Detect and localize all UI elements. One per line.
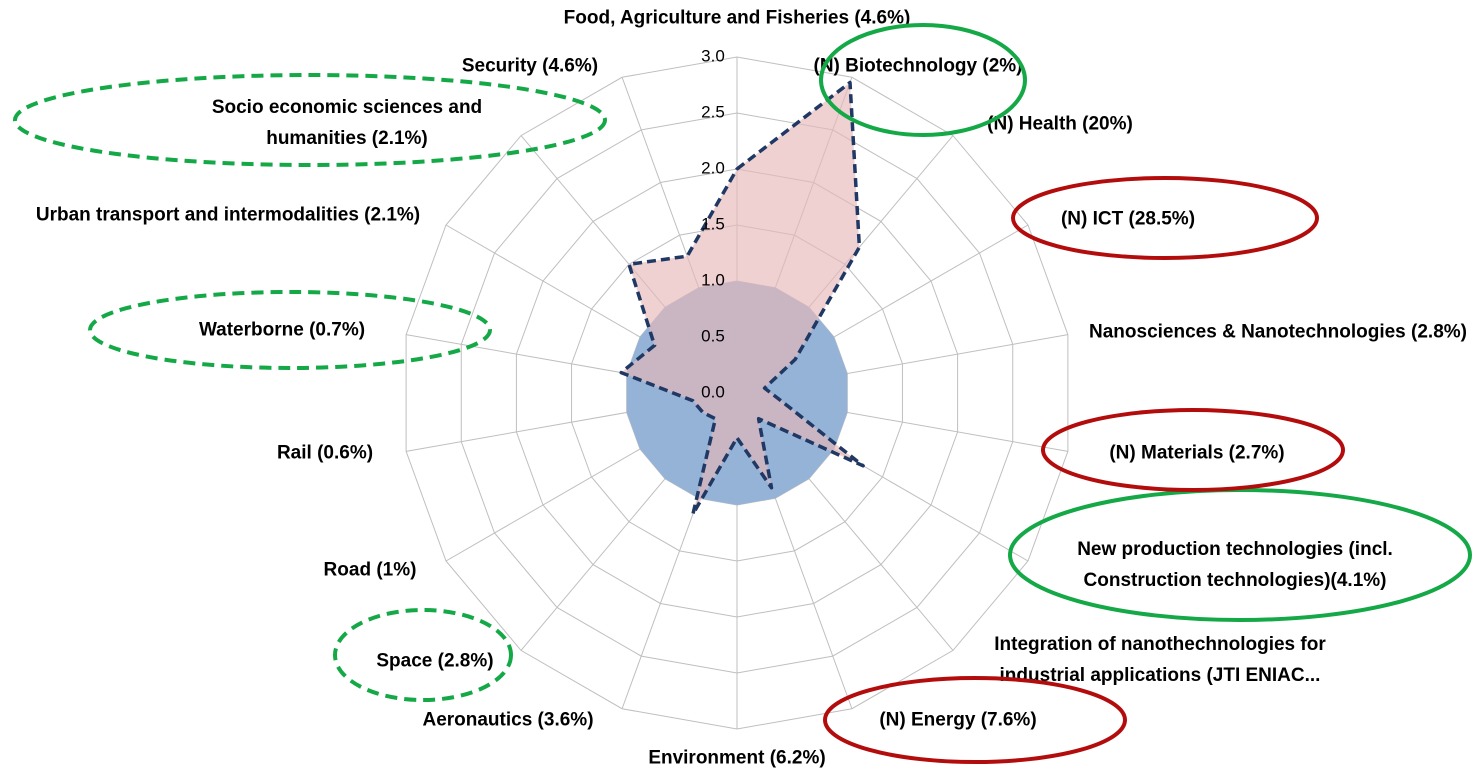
category-label: (N) Health (20%) [987, 113, 1133, 135]
category-label: Waterborne (0.7%) [198, 319, 366, 341]
tick-label: 0.5 [701, 326, 725, 345]
tick-label: 1.5 [701, 214, 725, 233]
category-label: Food, Agriculture and Fisheries (4.6%) [563, 7, 911, 29]
category-label: (N) Biotechnology (2%) [813, 55, 1023, 77]
category-label: Nanosciences & Nanotechnologies (2.8%) [1089, 321, 1467, 343]
tick-label: 0.0 [701, 382, 725, 401]
category-label: (N) Materials (2.7%) [1109, 442, 1285, 464]
radar-area [619, 80, 865, 516]
category-label: Aeronautics (3.6%) [422, 709, 594, 731]
category-label: Security (4.6%) [461, 55, 599, 77]
category-label: Socio economic sciences and humanities (… [211, 97, 483, 149]
category-label: (N) Energy (7.6%) [879, 709, 1037, 731]
tick-label: 2.0 [701, 158, 725, 177]
category-label: Integration of nanothechnologies for ind… [994, 634, 1326, 686]
category-label: Rail (0.6%) [276, 442, 374, 464]
tick-label: 3.0 [701, 46, 725, 65]
category-label: (N) ICT (28.5%) [1060, 208, 1196, 230]
tick-label: 2.5 [701, 102, 725, 121]
category-label: Environment (6.2%) [648, 747, 826, 769]
tick-label: 1.0 [701, 270, 725, 289]
category-label: Space (2.8%) [376, 650, 494, 672]
category-label: Road (1%) [323, 559, 417, 581]
category-label: New production technologies (incl. Const… [1077, 539, 1393, 591]
category-label: Urban transport and intermodalities (2.1… [35, 204, 421, 226]
